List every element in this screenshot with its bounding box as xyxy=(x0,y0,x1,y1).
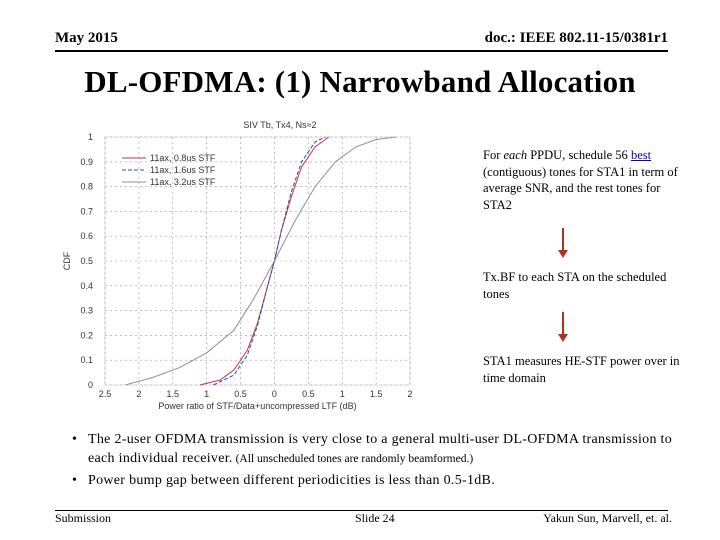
y-tick-label: 0.1 xyxy=(80,355,93,365)
arrow-1-shaft xyxy=(562,228,564,250)
y-tick-label: 0.5 xyxy=(80,256,93,266)
series-line-3 xyxy=(125,136,397,386)
x-tick-label: 1 xyxy=(204,389,209,399)
header-doc-number: doc.: IEEE 802.11-15/0381r1 xyxy=(484,30,668,46)
series-line-1 xyxy=(199,136,329,386)
y-tick-label: 0.4 xyxy=(80,281,93,291)
side-note-1-mid: PPDU, schedule 56 xyxy=(527,148,631,162)
bullet-1-note: (All unscheduled tones are randomly beam… xyxy=(232,453,474,465)
bullet-item-1: • The 2-user OFDMA transmission is very … xyxy=(72,430,687,469)
chart-series xyxy=(125,136,397,386)
bullet-marker: • xyxy=(72,473,78,488)
header-date: May 2015 xyxy=(55,30,118,46)
chart-title: SIV Tb, Tx4, Ns≈2 xyxy=(243,120,316,130)
legend-label-3: 11ax, 3.2us STF xyxy=(150,177,216,187)
chart-xlabel: Power ratio of STF/Data+uncompressed LTF… xyxy=(158,401,356,411)
side-note-1-post: (contiguous) tones for STA1 in term of a… xyxy=(483,164,678,212)
bullet-list: • The 2-user OFDMA transmission is very … xyxy=(72,430,687,492)
x-tick-label: 1.5 xyxy=(167,389,180,399)
x-tick-label: 1 xyxy=(340,389,345,399)
bullet-marker: • xyxy=(72,432,78,447)
slide-title: DL-OFDMA: (1) Narrowband Allocation xyxy=(84,64,636,99)
legend-label-2: 11ax, 1.6us STF xyxy=(150,165,216,175)
footer-authors: Yakun Sun, Marvell, et. al. xyxy=(543,511,672,525)
arrow-2-shaft xyxy=(562,312,564,334)
bullet-1-text: The 2-user OFDMA transmission is very cl… xyxy=(88,432,673,466)
x-tick-label: 0.5 xyxy=(234,389,247,399)
y-tick-label: 0.9 xyxy=(80,157,93,167)
x-tick-label: 1.5 xyxy=(370,389,383,399)
footer-slide-number: Slide 24 xyxy=(355,511,395,525)
y-tick-label: 0.2 xyxy=(80,330,93,340)
x-tick-label: 2 xyxy=(407,389,412,399)
header-divider xyxy=(55,50,668,52)
x-tick-label: 0.5 xyxy=(302,389,315,399)
x-tick-label: 2 xyxy=(136,389,141,399)
chart-ticks: 2.5 2 1.5 1 0.5 0 0.5 1 1.5 2 0 0.1 0.2 0.3 0.4 0.5 0.6 0… xyxy=(80,132,412,399)
best-link[interactable]: best xyxy=(630,148,652,162)
side-note-1-pre: For xyxy=(483,148,504,162)
legend-label-1: 11ax, 0.8us STF xyxy=(150,153,216,163)
y-tick-label: 1 xyxy=(88,132,93,142)
cdf-chart: 2.5 2 1.5 1 0.5 0 0.5 1 1.5 2 0 0.1 0.2 0.3 0.4 0.5 0.6 0… xyxy=(62,120,413,411)
chart-ylabel: CDF xyxy=(62,251,72,270)
y-tick-label: 0 xyxy=(88,380,93,390)
side-note-txbf: Tx.BF to each STA on the scheduled tones xyxy=(483,270,667,301)
y-tick-label: 0.3 xyxy=(80,306,93,316)
y-tick-label: 0.7 xyxy=(80,206,93,216)
chart-legend: 11ax, 0.8us STF 11ax, 1.6us STF 11ax, 3.2u… xyxy=(122,153,216,187)
footer-divider xyxy=(55,510,668,511)
bullet-item-2: • Power bump gap between different perio… xyxy=(72,471,687,490)
footer-submission: Submission xyxy=(55,511,112,525)
y-tick-label: 0.6 xyxy=(80,231,93,241)
bullet-2-text: Power bump gap between different periodi… xyxy=(88,473,495,488)
y-tick-label: 0.8 xyxy=(80,182,93,192)
side-note-measure: STA1 measures HE-STF power over in time … xyxy=(483,354,680,385)
x-tick-label: 2.5 xyxy=(99,389,112,399)
side-note-schedule: For each PPDU, schedule 56 best (contigu… xyxy=(483,147,683,213)
arrow-2-head xyxy=(558,334,568,342)
arrow-1-head xyxy=(558,250,568,258)
side-note-1-em: each xyxy=(503,148,528,162)
chart-grid xyxy=(104,136,411,386)
x-tick-label: 0 xyxy=(272,389,277,399)
